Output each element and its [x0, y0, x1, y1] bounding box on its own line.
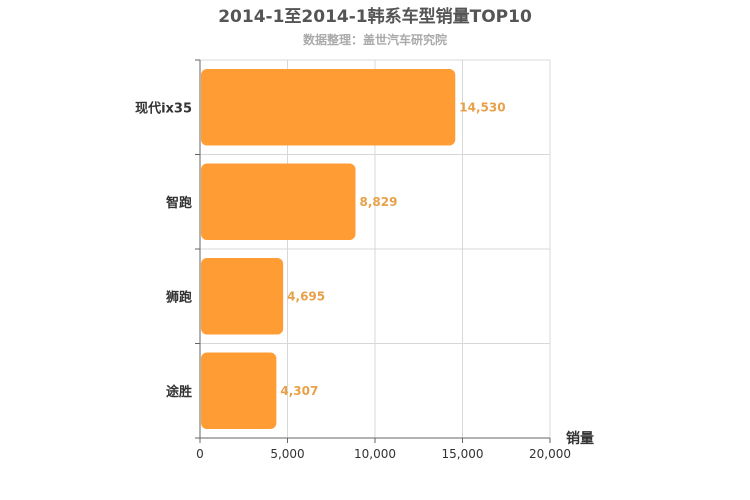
- x-tick-label: 20,000: [529, 447, 571, 461]
- data-label: 4,307: [280, 384, 318, 398]
- chart-title: 2014-1至2014-1韩系车型销量TOP10: [218, 7, 532, 27]
- category-label: 智跑: [166, 195, 192, 211]
- data-label: 8,829: [360, 195, 398, 209]
- x-tick-label: 5,000: [270, 447, 304, 461]
- x-tick-label: 0: [196, 447, 204, 461]
- x-tick-label: 15,000: [442, 447, 484, 461]
- bar: [201, 352, 277, 429]
- chart-subtitle: 数据整理：盖世汽车研究院: [302, 33, 447, 47]
- data-label: 4,695: [287, 289, 325, 303]
- bar: [201, 163, 356, 240]
- bar: [201, 258, 284, 335]
- category-label: 途胜: [166, 384, 192, 400]
- category-label: 狮跑: [165, 289, 192, 305]
- data-label: 14,530: [459, 100, 505, 114]
- category-label: 现代ix35: [135, 100, 192, 116]
- bar: [201, 69, 456, 146]
- x-tick-label: 10,000: [354, 447, 396, 461]
- x-axis-title: 销量: [566, 430, 594, 447]
